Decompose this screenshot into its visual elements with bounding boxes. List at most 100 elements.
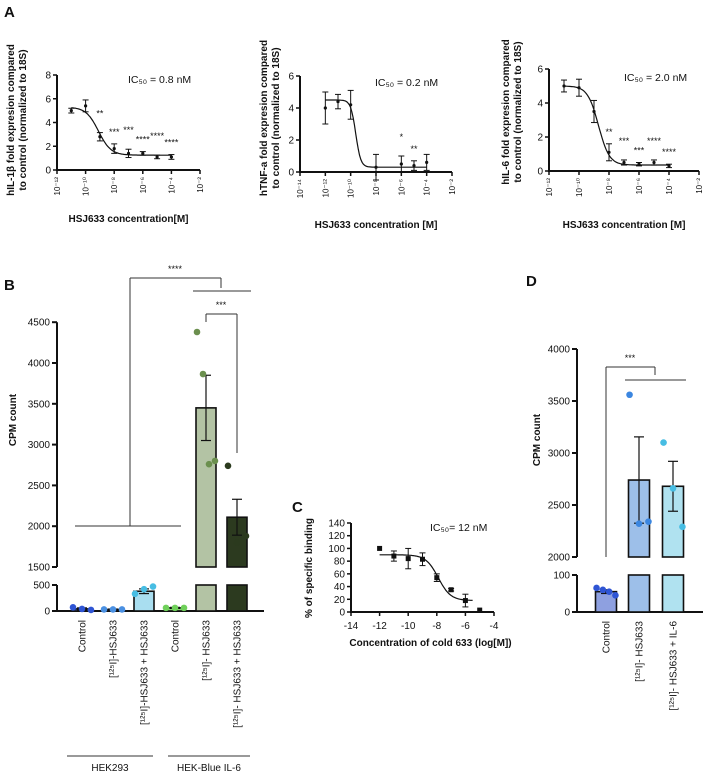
data-point (112, 147, 116, 151)
chart-panel-b: 0 500 1500 2000 2500 3000 3500 4000 4500 CPM coun… (8, 264, 264, 773)
panel-letter-c: C (292, 499, 303, 516)
y-tick-label: 4 (537, 99, 543, 110)
x-axis-title: HSJ633 concentration [M] (315, 220, 438, 231)
x-category-label: Control (602, 621, 613, 653)
y-tick-label: 3000 (28, 440, 51, 451)
data-point (84, 104, 88, 108)
y-tick-label: 4000 (28, 359, 51, 370)
x-tick-label: 10⁻⁸ (110, 177, 119, 194)
data-point (399, 162, 403, 166)
significance-stars: **** (136, 135, 151, 145)
y-tick-label: 40 (334, 582, 346, 593)
y-axis-title: hIL-6 fold expresion compared (501, 39, 512, 185)
ic50-label: IC₅₀ = 2.0 nM (624, 72, 687, 84)
data-point (462, 598, 468, 604)
x-axis-title: HSJ633 concentration[M] (68, 214, 188, 225)
data-point (180, 604, 188, 612)
group-label: HEK-Blue IL-6 (177, 763, 241, 773)
data-point (669, 485, 677, 492)
bar-group (193, 328, 219, 612)
y-tick-label: 100 (553, 571, 570, 582)
x-category-label: Control (78, 620, 89, 652)
x-tick-label: 10⁻⁸ (372, 179, 381, 196)
data-point (477, 607, 483, 613)
data-point (323, 106, 327, 110)
y-tick-label: 2500 (548, 501, 571, 512)
data-point (374, 165, 378, 169)
x-category-label: [¹²⁵I]-HSJ633 + HSJ633 (140, 620, 151, 725)
y-tick-label: 2 (537, 133, 543, 144)
y-tick-label: 2000 (28, 522, 51, 533)
bar-group (162, 604, 188, 612)
ic50-label: IC₅₀ = 0.2 nM (375, 77, 438, 89)
ic50-label: IC₅₀= 12 nM (430, 522, 487, 534)
y-tick-label: 80 (334, 557, 346, 568)
data-point (635, 520, 643, 528)
x-tick-label: -4 (490, 621, 499, 632)
chart-panel-a-1: 0 2 4 6 10⁻¹⁴ 10⁻¹² 10⁻¹⁰ 10⁻⁸ 10⁻⁶ 10⁻⁴ 10⁻² hTNF-… (259, 40, 457, 231)
y-tick-label: 2000 (548, 553, 571, 564)
data-point (660, 439, 667, 446)
y-tick-label: 0 (339, 608, 345, 619)
data-point (140, 585, 148, 593)
x-tick-label: 10⁻¹² (545, 178, 554, 197)
data-point (336, 100, 340, 104)
x-tick-label: -12 (372, 621, 387, 632)
bar-group (131, 583, 157, 612)
data-point (612, 592, 619, 599)
x-tick-label: 10⁻² (695, 178, 704, 194)
data-point (420, 556, 425, 562)
x-category-label: [¹²⁵I]-HSJ633 (109, 620, 120, 678)
x-tick-label: -6 (461, 621, 470, 632)
data-point (607, 150, 611, 154)
y-tick-label: 0 (45, 166, 51, 177)
significance-stars: ** (410, 144, 418, 154)
data-point (593, 584, 600, 592)
x-tick-label: 10⁻¹² (53, 177, 62, 196)
data-point (193, 328, 201, 336)
data-point (169, 155, 173, 159)
x-tick-label: 10⁻⁶ (139, 177, 148, 193)
data-point (149, 583, 157, 590)
y-tick-label: 2 (45, 142, 51, 153)
x-axis-title: Concentration of cold 633 (log[M]) (349, 638, 511, 649)
y-tick-label: 60 (334, 569, 346, 580)
y-tick-label: 4 (45, 118, 51, 129)
data-point (233, 539, 241, 546)
data-point (592, 109, 596, 114)
significance-stars: **** (150, 131, 165, 141)
chart-panel-a-0: 0 2 4 6 8 10⁻¹² 10⁻¹⁰ 10⁻⁸ 10⁻⁶ 10⁻⁴ 10⁻² hIL-1β fo… (6, 44, 205, 225)
y-axis-title: to control (normalized to 18S) (18, 49, 29, 190)
significance-stars: *** (216, 300, 227, 310)
x-axis-title: HSJ633 concentration [M] (563, 220, 686, 231)
data-point (118, 606, 126, 613)
data-point (599, 586, 607, 594)
x-tick-label: 10⁻⁶ (397, 179, 406, 195)
data-point (242, 532, 250, 540)
y-axis-title: % of specific binding (304, 518, 315, 618)
x-tick-label: -10 (401, 621, 416, 632)
y-tick-label: 0 (537, 167, 543, 178)
bar-group (224, 462, 250, 612)
x-category-label: [¹²⁵I]- HSJ633 + HSJ633 (233, 620, 244, 728)
x-tick-label: -8 (432, 621, 441, 632)
y-tick-label: 3500 (548, 397, 571, 408)
y-tick-label: 20 (334, 595, 346, 606)
significance-stars: * (400, 132, 404, 142)
x-tick-label: 10⁻¹⁴ (296, 178, 305, 198)
y-axis-title: CPM count (532, 413, 543, 466)
chart-panel-d: 0 100 2000 2500 3000 3500 4000 CPM count Control… (532, 345, 703, 710)
panel-letter-b: B (4, 277, 15, 294)
bar-lower-segment (195, 584, 217, 612)
y-tick-label: 6 (45, 94, 51, 105)
significance-stars: *** (123, 125, 134, 135)
y-tick-label: 6 (537, 65, 543, 76)
data-point (126, 151, 131, 155)
x-tick-label: 10⁻¹⁰ (82, 177, 91, 196)
significance-stars: **** (168, 264, 183, 274)
y-tick-label: 2500 (28, 481, 51, 492)
y-tick-label: 0 (44, 607, 50, 618)
x-tick-label: -14 (344, 621, 359, 632)
x-tick-label: 10⁻¹⁰ (347, 179, 356, 198)
